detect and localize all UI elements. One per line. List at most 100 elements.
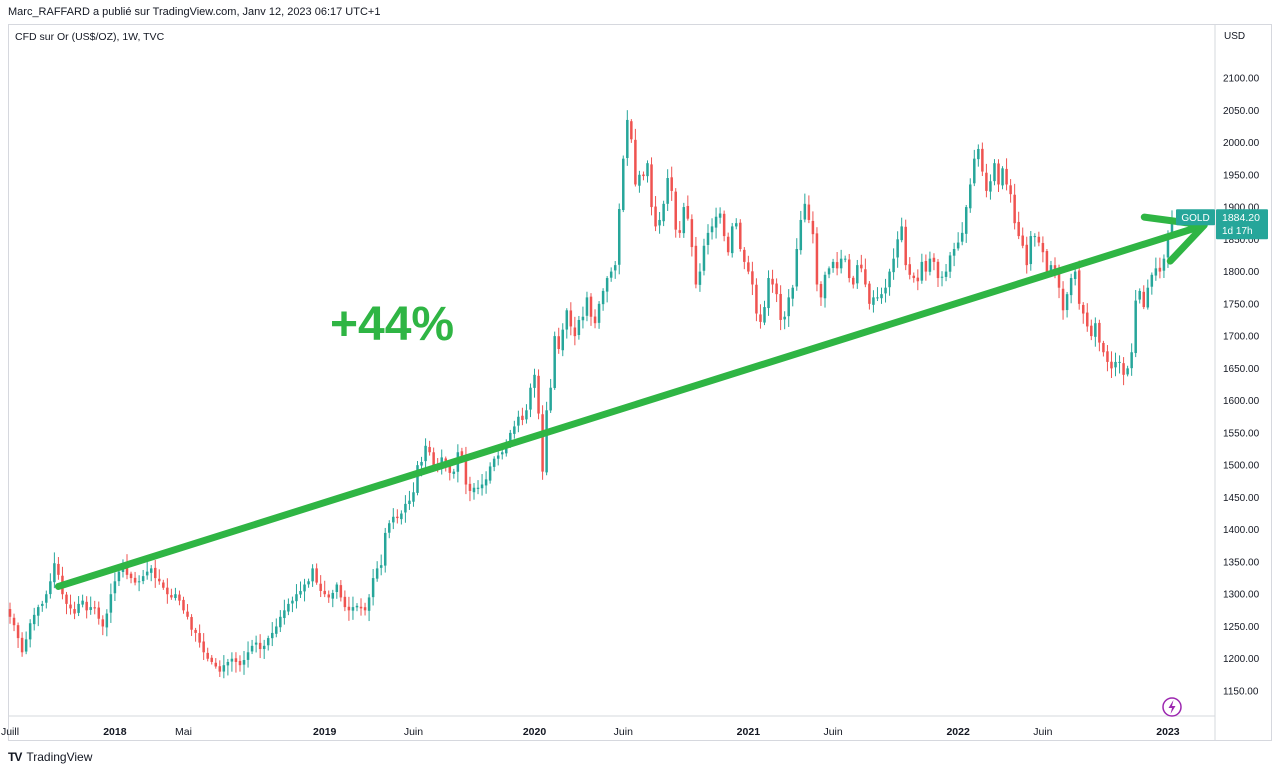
candle-body[interactable] (319, 583, 322, 591)
candle-body[interactable] (541, 414, 544, 472)
candle-body[interactable] (1166, 236, 1170, 258)
candle-body[interactable] (371, 578, 375, 598)
candle-body[interactable] (1142, 291, 1146, 308)
candle-body[interactable] (1041, 242, 1045, 253)
candle-body[interactable] (722, 213, 726, 237)
candle-body[interactable] (77, 603, 80, 613)
candle-body[interactable] (424, 445, 427, 462)
candle-body[interactable] (710, 226, 714, 233)
candle-body[interactable] (28, 623, 32, 640)
candle-body[interactable] (658, 219, 661, 226)
candle-body[interactable] (888, 271, 891, 288)
candle-body[interactable] (734, 223, 738, 227)
candle-body[interactable] (981, 148, 984, 172)
candle-body[interactable] (101, 619, 105, 627)
candle-body[interactable] (1114, 361, 1117, 368)
candle-body[interactable] (835, 262, 839, 269)
candle-body[interactable] (315, 568, 318, 583)
candle-body[interactable] (706, 232, 710, 245)
candle-body[interactable] (432, 452, 435, 466)
candle-body[interactable] (698, 271, 702, 285)
candle-body[interactable] (1150, 274, 1154, 287)
symbol-legend[interactable]: CFD sur Or (US$/OZ), 1W, TVC (15, 31, 165, 43)
candle-body[interactable] (327, 594, 330, 598)
candle-body[interactable] (880, 294, 883, 299)
candle-body[interactable] (609, 271, 613, 278)
candle-body[interactable] (53, 563, 56, 583)
candle-body[interactable] (589, 296, 593, 317)
candle-body[interactable] (468, 483, 472, 491)
candle-body[interactable] (936, 261, 940, 279)
candle-body[interactable] (597, 303, 601, 323)
candle-body[interactable] (1118, 361, 1121, 363)
candle-body[interactable] (311, 568, 314, 582)
candle-body[interactable] (234, 658, 238, 662)
candle-body[interactable] (226, 661, 230, 666)
candle-body[interactable] (262, 645, 266, 650)
candle-body[interactable] (275, 626, 278, 634)
candle-body[interactable] (650, 164, 653, 208)
candle-body[interactable] (686, 205, 690, 219)
candle-body[interactable] (166, 587, 169, 595)
candle-body[interactable] (916, 277, 920, 282)
candle-body[interactable] (1138, 290, 1141, 300)
candle-body[interactable] (133, 577, 137, 583)
candle-body[interactable] (1025, 244, 1029, 266)
candle-body[interactable] (41, 603, 44, 606)
candle-body[interactable] (811, 220, 815, 235)
candle-body[interactable] (993, 163, 996, 182)
candle-body[interactable] (420, 461, 423, 466)
candle-body[interactable] (404, 503, 407, 513)
candle-body[interactable] (868, 283, 871, 304)
candle-body[interactable] (964, 207, 968, 234)
candle-body[interactable] (129, 573, 133, 579)
candle-body[interactable] (137, 581, 141, 583)
candle-body[interactable] (12, 617, 16, 626)
candle-body[interactable] (674, 191, 677, 230)
candle-body[interactable] (702, 245, 706, 271)
candle-body[interactable] (379, 565, 383, 568)
candle-body[interactable] (283, 610, 286, 619)
candle-body[interactable] (343, 596, 347, 608)
candle-body[interactable] (973, 158, 976, 184)
candle-body[interactable] (630, 121, 633, 140)
candle-body[interactable] (375, 568, 379, 579)
candle-body[interactable] (694, 245, 698, 285)
candle-body[interactable] (210, 657, 213, 662)
candle-body[interactable] (755, 284, 758, 314)
candle-body[interactable] (876, 297, 879, 299)
candle-body[interactable] (553, 336, 556, 388)
candle-body[interactable] (1162, 258, 1166, 271)
candle-body[interactable] (194, 629, 197, 633)
candle-body[interactable] (1077, 270, 1081, 304)
candle-body[interactable] (291, 600, 294, 604)
candle-body[interactable] (670, 177, 673, 191)
candle-body[interactable] (388, 523, 391, 533)
candle-body[interactable] (690, 219, 694, 248)
candle-body[interactable] (751, 271, 754, 285)
candle-body[interactable] (323, 590, 326, 595)
candle-body[interactable] (783, 316, 786, 320)
candle-body[interactable] (149, 568, 153, 573)
candle-body[interactable] (678, 230, 682, 233)
candle-body[interactable] (714, 216, 718, 228)
candle-body[interactable] (93, 607, 96, 609)
candle-body[interactable] (944, 271, 948, 277)
candle-body[interactable] (1045, 251, 1049, 272)
candle-body[interactable] (634, 139, 637, 185)
candle-body[interactable] (174, 594, 177, 599)
candle-body[interactable] (299, 590, 302, 595)
candle-body[interactable] (654, 206, 657, 227)
candle-body[interactable] (718, 213, 722, 218)
candle-body[interactable] (400, 513, 403, 520)
candle-body[interactable] (561, 329, 565, 351)
candle-body[interactable] (928, 258, 932, 272)
candle-body[interactable] (569, 310, 573, 327)
candle-body[interactable] (331, 592, 335, 599)
candle-body[interactable] (856, 265, 859, 284)
candle-body[interactable] (904, 226, 907, 266)
candle-body[interactable] (238, 660, 242, 666)
candle-body[interactable] (396, 516, 399, 519)
candle-body[interactable] (847, 259, 851, 279)
candle-body[interactable] (162, 582, 165, 588)
